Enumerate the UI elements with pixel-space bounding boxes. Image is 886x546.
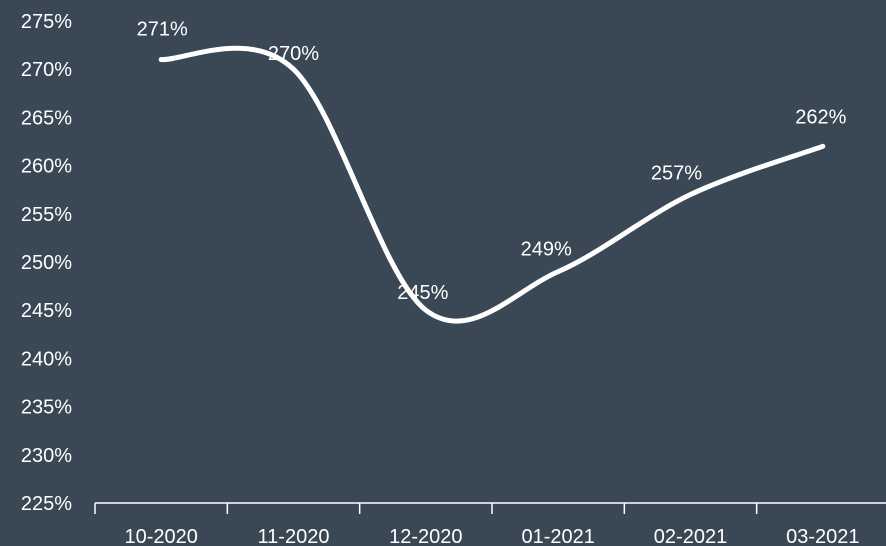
y-tick-label: 260% — [21, 156, 72, 178]
y-tick-label: 270% — [21, 59, 72, 81]
x-tick-label: 10-2020 — [124, 526, 197, 546]
y-tick-label: 235% — [21, 397, 72, 419]
x-axis: 10-2020 11-2020 12-2020 01-2021 02-2021 03-20… — [94, 502, 886, 546]
data-label: 271% — [137, 19, 188, 41]
y-axis: 225% 230% 235% 240% 245% 250% 255% 260% 265% 270%… — [21, 11, 72, 515]
x-tick-label: 02-2021 — [654, 526, 727, 546]
x-tick-label: 01-2021 — [521, 526, 594, 546]
x-tick-label: 11-2020 — [258, 526, 330, 546]
y-tick-label: 225% — [21, 493, 72, 515]
y-tick-label: 245% — [21, 300, 72, 322]
data-labels: 271% 270% 245% 249% 257% 262% — [137, 19, 847, 305]
series-line — [158, 45, 826, 324]
data-label: 262% — [795, 106, 846, 128]
data-label: 257% — [651, 163, 702, 185]
y-tick-label: 230% — [21, 445, 72, 467]
data-label: 245% — [397, 282, 448, 304]
data-label: 249% — [521, 239, 572, 261]
x-tick-label: 03-2021 — [786, 526, 859, 546]
y-tick-label: 250% — [21, 252, 72, 274]
data-label: 270% — [268, 43, 319, 65]
y-tick-label: 275% — [21, 11, 72, 33]
y-tick-label: 240% — [21, 348, 72, 370]
y-tick-label: 255% — [21, 204, 72, 226]
x-tick-label: 12-2020 — [389, 526, 462, 546]
y-tick-label: 265% — [21, 107, 72, 129]
